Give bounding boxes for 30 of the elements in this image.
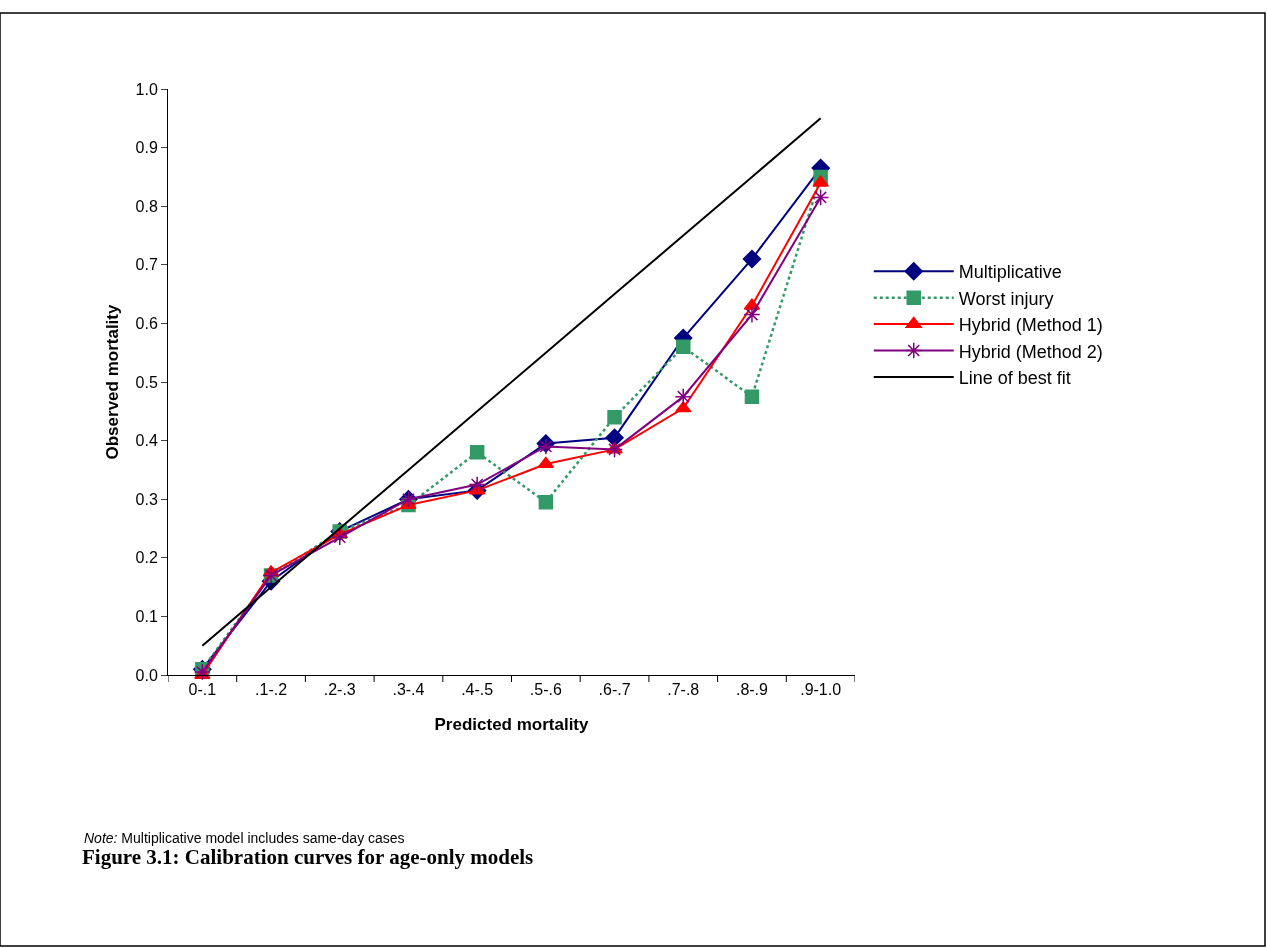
- y-tick-label: 0.4: [135, 432, 158, 450]
- legend-label: Multiplicative: [958, 262, 1062, 283]
- legend-label: Hybrid (Method 1): [958, 315, 1103, 336]
- x-tick-label: .3-.4: [392, 681, 425, 699]
- y-axis-title: Observed mortality: [103, 303, 123, 460]
- x-tick-label: .5-.6: [529, 681, 562, 699]
- x-tick-label: .2-.3: [323, 681, 356, 699]
- y-tick-label: 0.0: [135, 666, 158, 684]
- x-tick-label: .1-.2: [255, 681, 288, 699]
- legend-label: Line of best fit: [958, 367, 1071, 388]
- x-tick-label: .7-.8: [667, 681, 700, 699]
- y-tick-label: 0.6: [135, 315, 158, 332]
- y-tick-label: 0.1: [135, 608, 158, 625]
- y-tick-label: 0.7: [135, 256, 158, 274]
- y-tick-label: 0.3: [135, 490, 158, 508]
- y-tick-label: 0.2: [135, 549, 158, 567]
- x-axis-title: Predicted mortality: [434, 714, 590, 734]
- x-tick-label: .9-1.0: [800, 681, 842, 699]
- y-tick-label: 0.5: [135, 373, 158, 391]
- y-tick-label: 0.8: [135, 197, 158, 215]
- legend-label: Hybrid (Method 2): [958, 341, 1103, 362]
- y-tick-label: 0.9: [135, 139, 158, 157]
- y-tick-label: 1.0: [135, 80, 158, 98]
- x-tick-label: .4-.5: [461, 681, 494, 699]
- legend-label: Worst injury: [958, 288, 1054, 309]
- x-tick-label: .6-.7: [598, 681, 631, 699]
- text: Figure 3.1: Calibration curves for age-only models: [82, 845, 534, 870]
- text: Note: Multiplicative model includes same-day cases: [84, 830, 405, 846]
- x-tick-label: .8-.9: [735, 681, 769, 699]
- x-tick-label: 0-.1: [188, 681, 217, 699]
